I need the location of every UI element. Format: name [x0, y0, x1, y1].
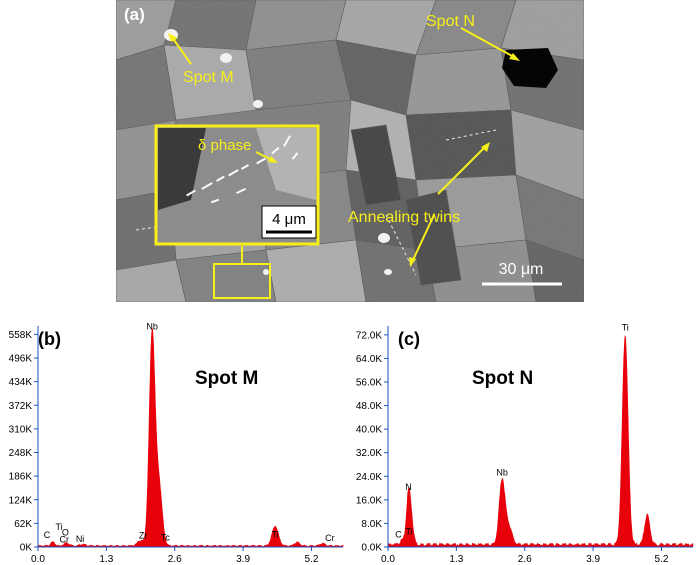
y-tick-label: 248K	[9, 448, 33, 459]
panel-label-c: (c)	[398, 329, 420, 349]
element-label: Cr	[325, 533, 335, 543]
axes-n: 0.0K 8.0K 16.0K 24.0K 32.0K 40.0K 48.0K 56.0K 64…	[356, 326, 693, 565]
element-label: Ti	[55, 522, 62, 532]
element-label: C	[395, 530, 402, 540]
y-tick-label: 310K	[9, 424, 33, 435]
spectrum-area-m	[37, 327, 344, 548]
element-label: Tc	[161, 532, 171, 542]
axes-m: 0K 62K 124K 186K 248K 310K 372K 434K 496K 558K 0.0…	[9, 326, 343, 565]
element-label: C	[44, 530, 51, 540]
inset-dark-grain	[158, 128, 206, 210]
y-tick-label: 558K	[9, 330, 33, 341]
element-label: N	[405, 482, 412, 492]
y-tick-label: 434K	[9, 377, 33, 388]
y-tick-label: 0K	[20, 543, 33, 554]
element-label: Ti	[272, 529, 279, 539]
y-tick-label: 124K	[9, 495, 33, 506]
scale-text: 30 μm	[499, 261, 544, 278]
x-tick-label: 1.3	[99, 554, 113, 565]
y-tick-label: 62K	[14, 519, 32, 530]
element-label: Ti	[405, 527, 412, 537]
element-label: Ni	[76, 534, 85, 544]
y-tick-label: 372K	[9, 401, 33, 412]
y-tick-label: 40.0K	[356, 425, 382, 436]
delta-phase-label: δ phase	[198, 137, 251, 154]
spectrum-area-m	[37, 327, 344, 548]
x-tick-label: 3.9	[236, 554, 250, 565]
element-label: Nb	[146, 322, 158, 332]
element-label: Cr	[60, 535, 70, 545]
x-tick-label: 2.6	[168, 554, 182, 565]
delta-phase-needles	[186, 135, 299, 204]
chart-title-b: Spot M	[195, 368, 258, 389]
annotation-arrows	[168, 27, 520, 267]
y-tick-label: 32.0K	[356, 448, 382, 459]
spot-n-label: Spot N	[426, 13, 475, 30]
y-tick-label: 8.0K	[361, 519, 382, 530]
spot-m-label: Spot M	[183, 69, 234, 86]
element-label: Ti	[622, 322, 629, 332]
element-label: Nb	[496, 467, 508, 477]
x-tick-label: 3.9	[586, 554, 600, 565]
micrograph-panel-label: (a)	[124, 5, 145, 24]
y-tick-label: 496K	[9, 354, 33, 365]
eds-chart-spot-m: 0K 62K 124K 186K 248K 310K 372K 434K 496K 558K 0.0…	[9, 322, 344, 565]
x-tick-label: 5.2	[654, 554, 668, 565]
annealing-twins-label: Annealing twins	[348, 209, 460, 226]
eds-chart-spot-n: 0.0K 8.0K 16.0K 24.0K 32.0K 40.0K 48.0K 56.0K 64…	[356, 322, 694, 565]
y-tick-label: 0.0K	[361, 543, 382, 554]
x-tick-label: 0.0	[381, 554, 395, 565]
chart-title-c: Spot N	[472, 368, 533, 389]
x-tick-label: 5.2	[304, 554, 318, 565]
y-tick-label: 64.0K	[356, 354, 382, 365]
y-tick-label: 48.0K	[356, 401, 382, 412]
y-tick-label: 72.0K	[356, 330, 382, 341]
panel-label-b: (b)	[38, 329, 61, 349]
element-label: Zr	[139, 531, 148, 541]
y-tick-label: 56.0K	[356, 377, 382, 388]
y-tick-label: 16.0K	[356, 495, 382, 506]
spectrum-area-n	[387, 335, 694, 548]
inset-bright-grain	[256, 128, 316, 200]
y-tick-label: 24.0K	[356, 472, 382, 483]
x-tick-label: 1.3	[449, 554, 463, 565]
element-label: O	[62, 527, 69, 537]
sem-micrograph: (a) Spot M Spot N δ phase Annealing twin…	[116, 0, 584, 302]
x-tick-label: 2.6	[518, 554, 532, 565]
inset-scale-text: 4 μm	[272, 211, 306, 228]
x-tick-label: 0.0	[31, 554, 45, 565]
y-tick-label: 186K	[9, 472, 33, 483]
spectrum-area-n	[387, 335, 694, 548]
